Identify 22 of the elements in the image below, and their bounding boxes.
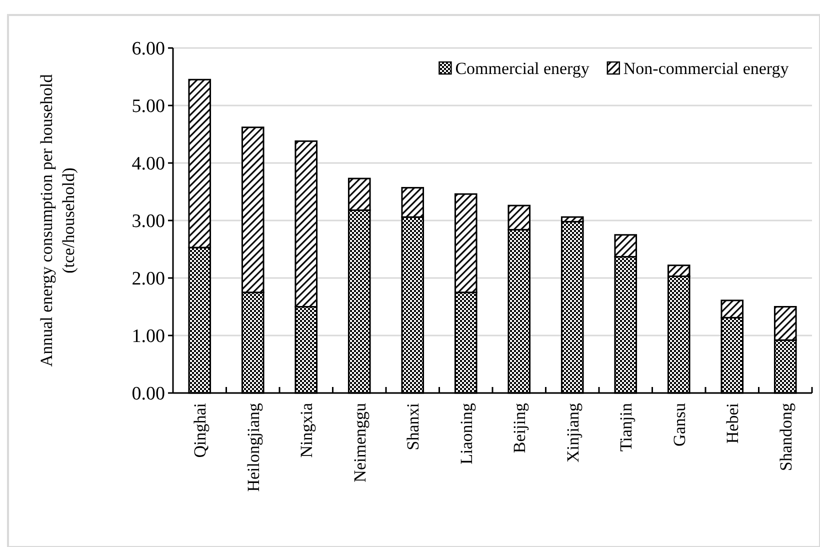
legend-label: Non-commercial energy — [623, 58, 790, 78]
x-tick-label: Xinjiang — [563, 402, 582, 462]
y-tick-label: 4.00 — [132, 154, 165, 175]
y-tick-label: 2.00 — [132, 268, 165, 290]
x-tick-label: Ningxia — [297, 402, 316, 458]
x-tick-label: Qinghai — [190, 402, 210, 458]
x-tick-label: Gansu — [670, 402, 689, 446]
x-tick-label: Beijing — [510, 402, 530, 454]
y-tick-label: 0.00 — [132, 384, 165, 405]
y-tick-label: 1.00 — [132, 326, 165, 348]
y-tick-label: 6.00 — [132, 38, 165, 60]
legend-label: Commercial energy — [455, 58, 590, 78]
y-axis-title: Annual energy consumption per household (tce/household) — [37, 74, 78, 367]
x-tick-label: Hebei — [723, 402, 742, 444]
y-tick-label: 5.00 — [132, 96, 165, 118]
x-tick-label: Tianjin — [616, 402, 636, 452]
x-tick-label: Neimenggu — [350, 402, 370, 482]
x-tick-label: Shandong — [776, 402, 796, 471]
x-tick-label: Liaoning — [456, 402, 476, 464]
x-tick-label: Heilongjiang — [244, 402, 263, 492]
y-tick-label: 3.00 — [132, 211, 165, 232]
x-tick-label: Shanxi — [404, 402, 423, 450]
